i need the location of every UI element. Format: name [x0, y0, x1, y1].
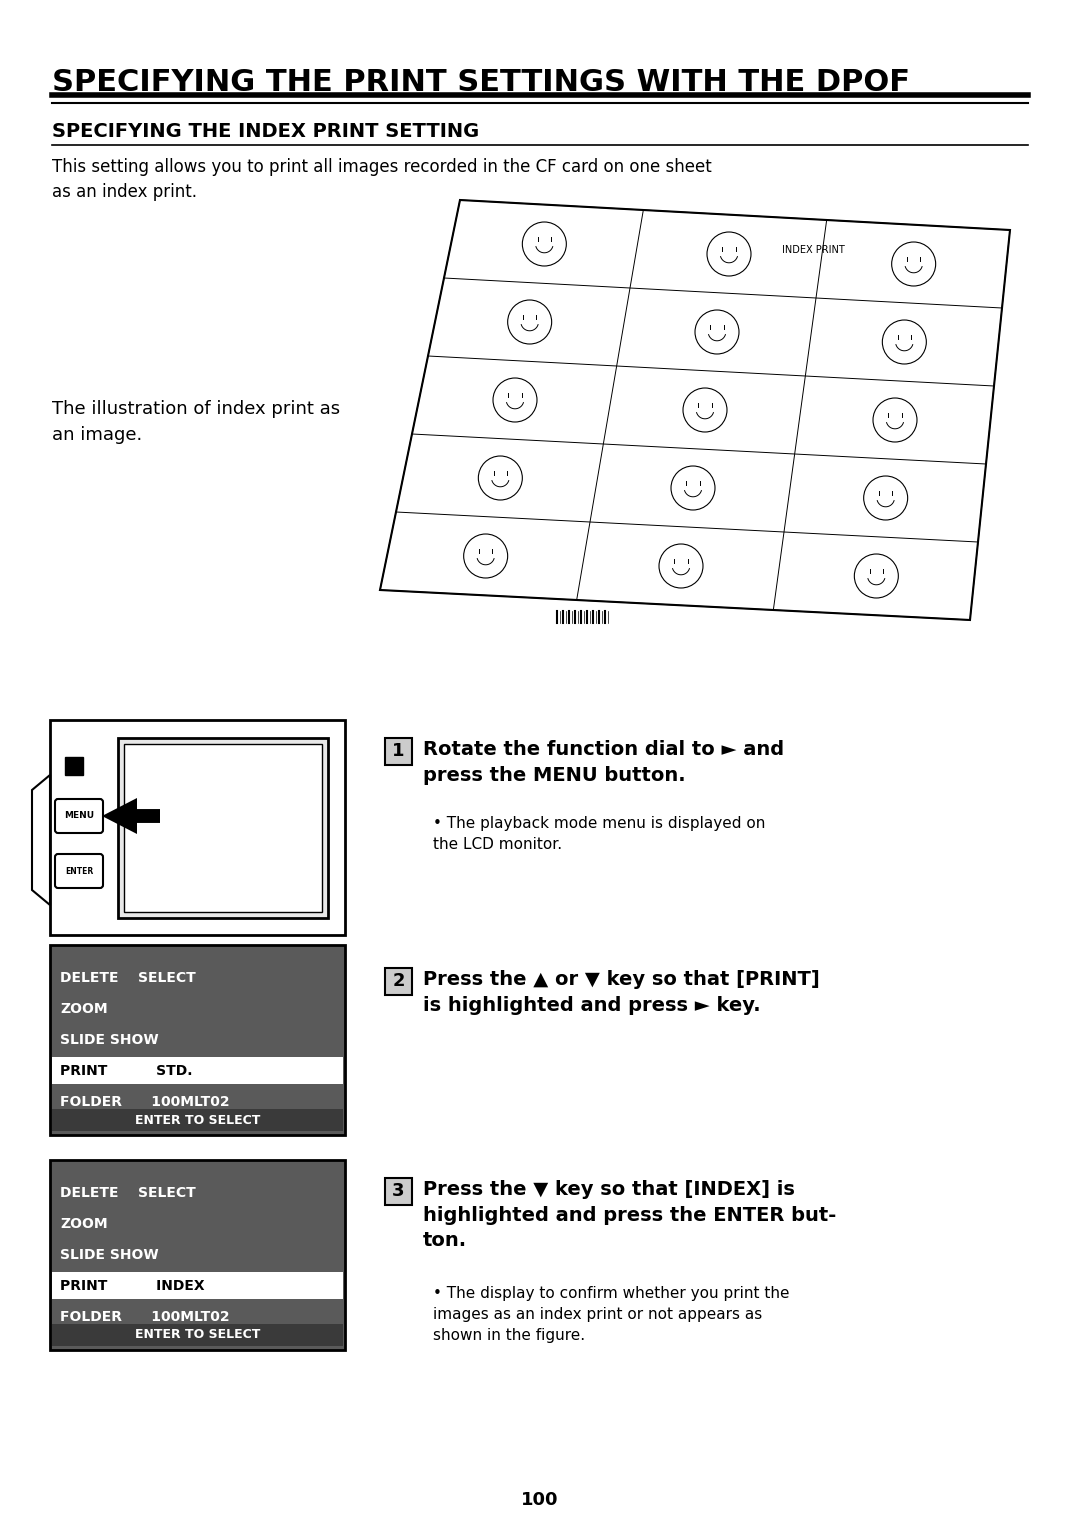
Text: SLIDE SHOW: SLIDE SHOW	[60, 1248, 159, 1262]
Bar	[52, 1325, 343, 1346]
FancyBboxPatch shape	[55, 855, 103, 888]
Text: The illustration of index print as
an image.: The illustration of index print as an im…	[52, 400, 340, 444]
Polygon shape	[102, 798, 137, 835]
Text: DELETE    SELECT: DELETE SELECT	[60, 1186, 195, 1199]
Polygon shape	[380, 200, 1010, 620]
Text: SPECIFYING THE INDEX PRINT SETTING: SPECIFYING THE INDEX PRINT SETTING	[52, 122, 480, 140]
Text: PRINT          INDEX: PRINT INDEX	[60, 1279, 204, 1293]
Text: INDEX PRINT: INDEX PRINT	[782, 244, 845, 255]
Polygon shape	[32, 775, 50, 905]
Text: ENTER TO SELECT: ENTER TO SELECT	[135, 1329, 260, 1341]
Bar	[50, 945, 345, 1135]
Bar	[124, 745, 322, 913]
Text: SPECIFYING THE PRINT SETTINGS WITH THE DPOF: SPECIFYING THE PRINT SETTINGS WITH THE D…	[52, 69, 910, 98]
Text: PRINT          STD.: PRINT STD.	[60, 1064, 192, 1077]
Text: 100: 100	[522, 1491, 558, 1509]
Bar	[52, 1273, 343, 1299]
Text: MENU: MENU	[64, 812, 94, 821]
Text: 2: 2	[392, 972, 405, 990]
Bar	[50, 720, 345, 935]
Text: 3: 3	[392, 1183, 405, 1201]
Text: FOLDER      100MLT02: FOLDER 100MLT02	[60, 1309, 230, 1325]
Text: • The playback mode menu is displayed on
the LCD monitor.: • The playback mode menu is displayed on…	[433, 816, 766, 852]
Text: Press the ▲ or ▼ key so that [PRINT]
is highlighted and press ► key.: Press the ▲ or ▼ key so that [PRINT] is …	[423, 971, 820, 1015]
Text: Press the ▼ key so that [INDEX] is
highlighted and press the ENTER but-
ton.: Press the ▼ key so that [INDEX] is highl…	[423, 1180, 836, 1250]
Text: 1: 1	[392, 743, 405, 760]
Text: ZOOM: ZOOM	[60, 1218, 108, 1231]
Bar	[384, 967, 411, 995]
Text: ENTER: ENTER	[65, 867, 93, 876]
Bar	[52, 1109, 343, 1131]
Text: FOLDER      100MLT02: FOLDER 100MLT02	[60, 1096, 230, 1109]
Text: ENTER TO SELECT: ENTER TO SELECT	[135, 1114, 260, 1126]
Bar	[50, 1160, 345, 1351]
Text: This setting allows you to print all images recorded in the CF card on one sheet: This setting allows you to print all ima…	[52, 159, 712, 201]
Text: ZOOM: ZOOM	[60, 1003, 108, 1016]
Bar	[65, 757, 83, 775]
Text: DELETE    SELECT: DELETE SELECT	[60, 971, 195, 984]
Bar	[384, 1178, 411, 1206]
Bar	[52, 1058, 343, 1083]
Bar	[118, 739, 328, 919]
Text: • The display to confirm whether you print the
images as an index print or not a: • The display to confirm whether you pri…	[433, 1286, 789, 1343]
FancyBboxPatch shape	[55, 800, 103, 833]
Text: Rotate the function dial to ► and
press the MENU button.: Rotate the function dial to ► and press …	[423, 740, 784, 784]
Text: SLIDE SHOW: SLIDE SHOW	[60, 1033, 159, 1047]
Bar	[384, 739, 411, 765]
